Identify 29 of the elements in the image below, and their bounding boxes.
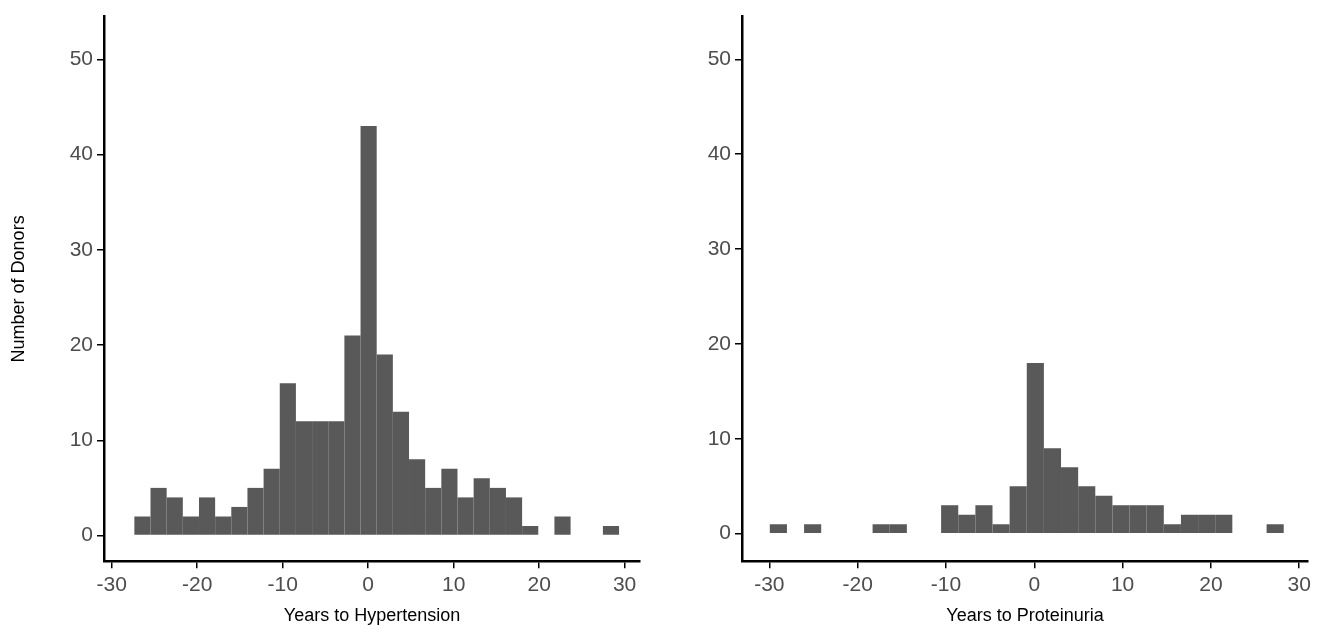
y-tick-label: 50 (69, 46, 93, 70)
x-tick-label: 20 (1199, 571, 1223, 595)
x-tick-label: 10 (441, 571, 466, 595)
x-axis-title: Years to Proteinuria (946, 605, 1105, 626)
x-tick-label: -10 (930, 571, 962, 595)
x-tick-label: 30 (612, 571, 637, 595)
y-tick-label: 0 (719, 520, 731, 544)
x-tick-label: -30 (96, 571, 127, 595)
y-tick-label: 20 (707, 330, 731, 354)
x-tick-label: 0 (1028, 571, 1041, 595)
x-tick-label: 20 (527, 571, 551, 595)
x-tick-label: -10 (267, 571, 298, 595)
x-tick-label: -20 (842, 571, 873, 595)
x-tick-label: -30 (754, 571, 785, 595)
y-tick-label: 40 (69, 141, 93, 165)
y-tick-label: 30 (707, 235, 731, 259)
x-tick-label: 30 (1287, 571, 1311, 595)
y-tick-label: 10 (69, 427, 93, 451)
x-tick-label: -20 (182, 571, 213, 595)
x-tick-label: 0 (362, 571, 374, 595)
x-axis-title: Years to Hypertension (283, 605, 461, 626)
y-tick-label: 0 (81, 522, 93, 546)
y-tick-label: 50 (707, 46, 731, 70)
y-axis-title: Number of Donors (7, 215, 28, 363)
y-tick-label: 10 (707, 425, 731, 449)
y-tick-label: 30 (69, 236, 93, 260)
x-tick-label: 10 (1110, 571, 1135, 595)
y-tick-label: 40 (707, 140, 731, 164)
y-tick-label: 20 (69, 331, 93, 355)
